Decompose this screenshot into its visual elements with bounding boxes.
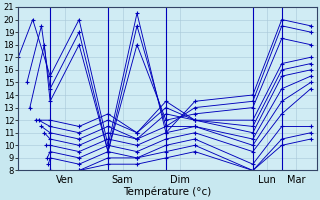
X-axis label: Température (°c): Température (°c)	[123, 186, 212, 197]
